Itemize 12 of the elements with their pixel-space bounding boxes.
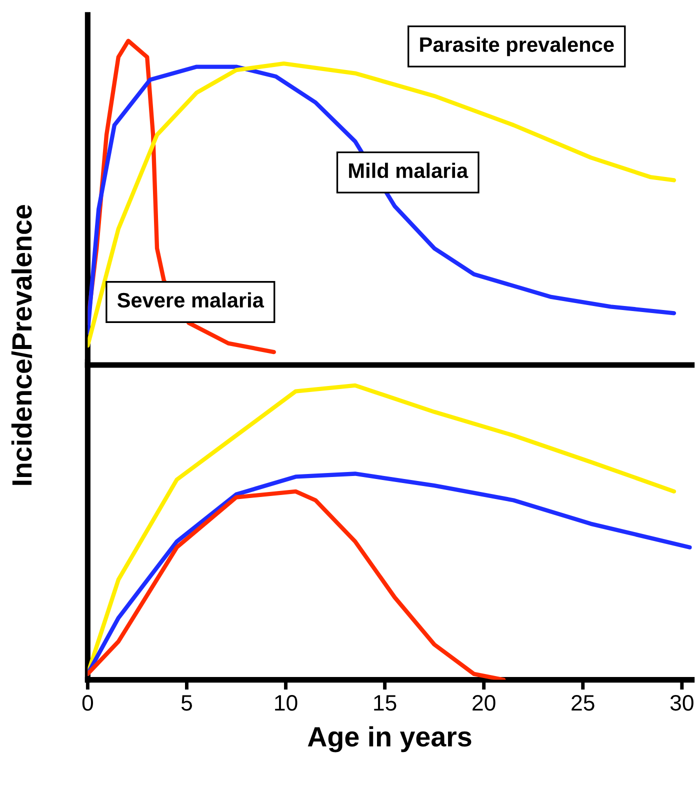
y-axis-title: Incidence/Prevalence — [11, 205, 32, 485]
x-tick-label: 30 — [670, 694, 694, 711]
x-tick-label: 20 — [472, 694, 496, 711]
x-axis-title: Age in years — [308, 726, 472, 752]
x-tick-label: 0 — [82, 694, 94, 711]
series-label: Parasite prevalence — [420, 36, 614, 56]
x-tick-label: 25 — [572, 694, 594, 711]
x-tick-label: 5 — [181, 695, 192, 711]
series-label: Severe malaria — [117, 292, 264, 308]
x-tick-label: 15 — [374, 695, 396, 711]
x-tick-label: 10 — [275, 694, 298, 711]
series-label: Mild malaria — [349, 162, 468, 178]
